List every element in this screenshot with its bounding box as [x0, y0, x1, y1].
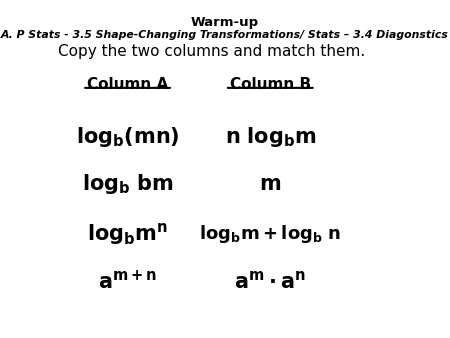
Text: Copy the two columns and match them.: Copy the two columns and match them.	[58, 44, 365, 59]
Text: $\mathbf{m}$: $\mathbf{m}$	[259, 174, 281, 194]
Text: $\mathbf{a^{m+n}}$: $\mathbf{a^{m+n}}$	[98, 270, 157, 293]
Text: A. P Stats - 3.5 Shape-Changing Transformations/ Stats – 3.4 Diagonstics: A. P Stats - 3.5 Shape-Changing Transfor…	[1, 30, 449, 40]
Text: Column A: Column A	[87, 77, 168, 92]
Text: $\mathbf{log_b m + log_b\ n}$: $\mathbf{log_b m + log_b\ n}$	[199, 223, 342, 245]
Text: Column B: Column B	[230, 77, 311, 92]
Text: $\mathbf{a^m \cdot a^n}$: $\mathbf{a^m \cdot a^n}$	[234, 270, 306, 292]
Text: $\mathbf{log_b(mn)}$: $\mathbf{log_b(mn)}$	[76, 125, 180, 149]
Text: $\mathbf{n\ log_b m}$: $\mathbf{n\ log_b m}$	[225, 125, 316, 149]
Text: $\mathbf{log_b m^n}$: $\mathbf{log_b m^n}$	[87, 221, 168, 247]
Text: $\mathbf{log_b\ bm}$: $\mathbf{log_b\ bm}$	[82, 172, 173, 196]
Text: Warm-up: Warm-up	[191, 17, 259, 29]
